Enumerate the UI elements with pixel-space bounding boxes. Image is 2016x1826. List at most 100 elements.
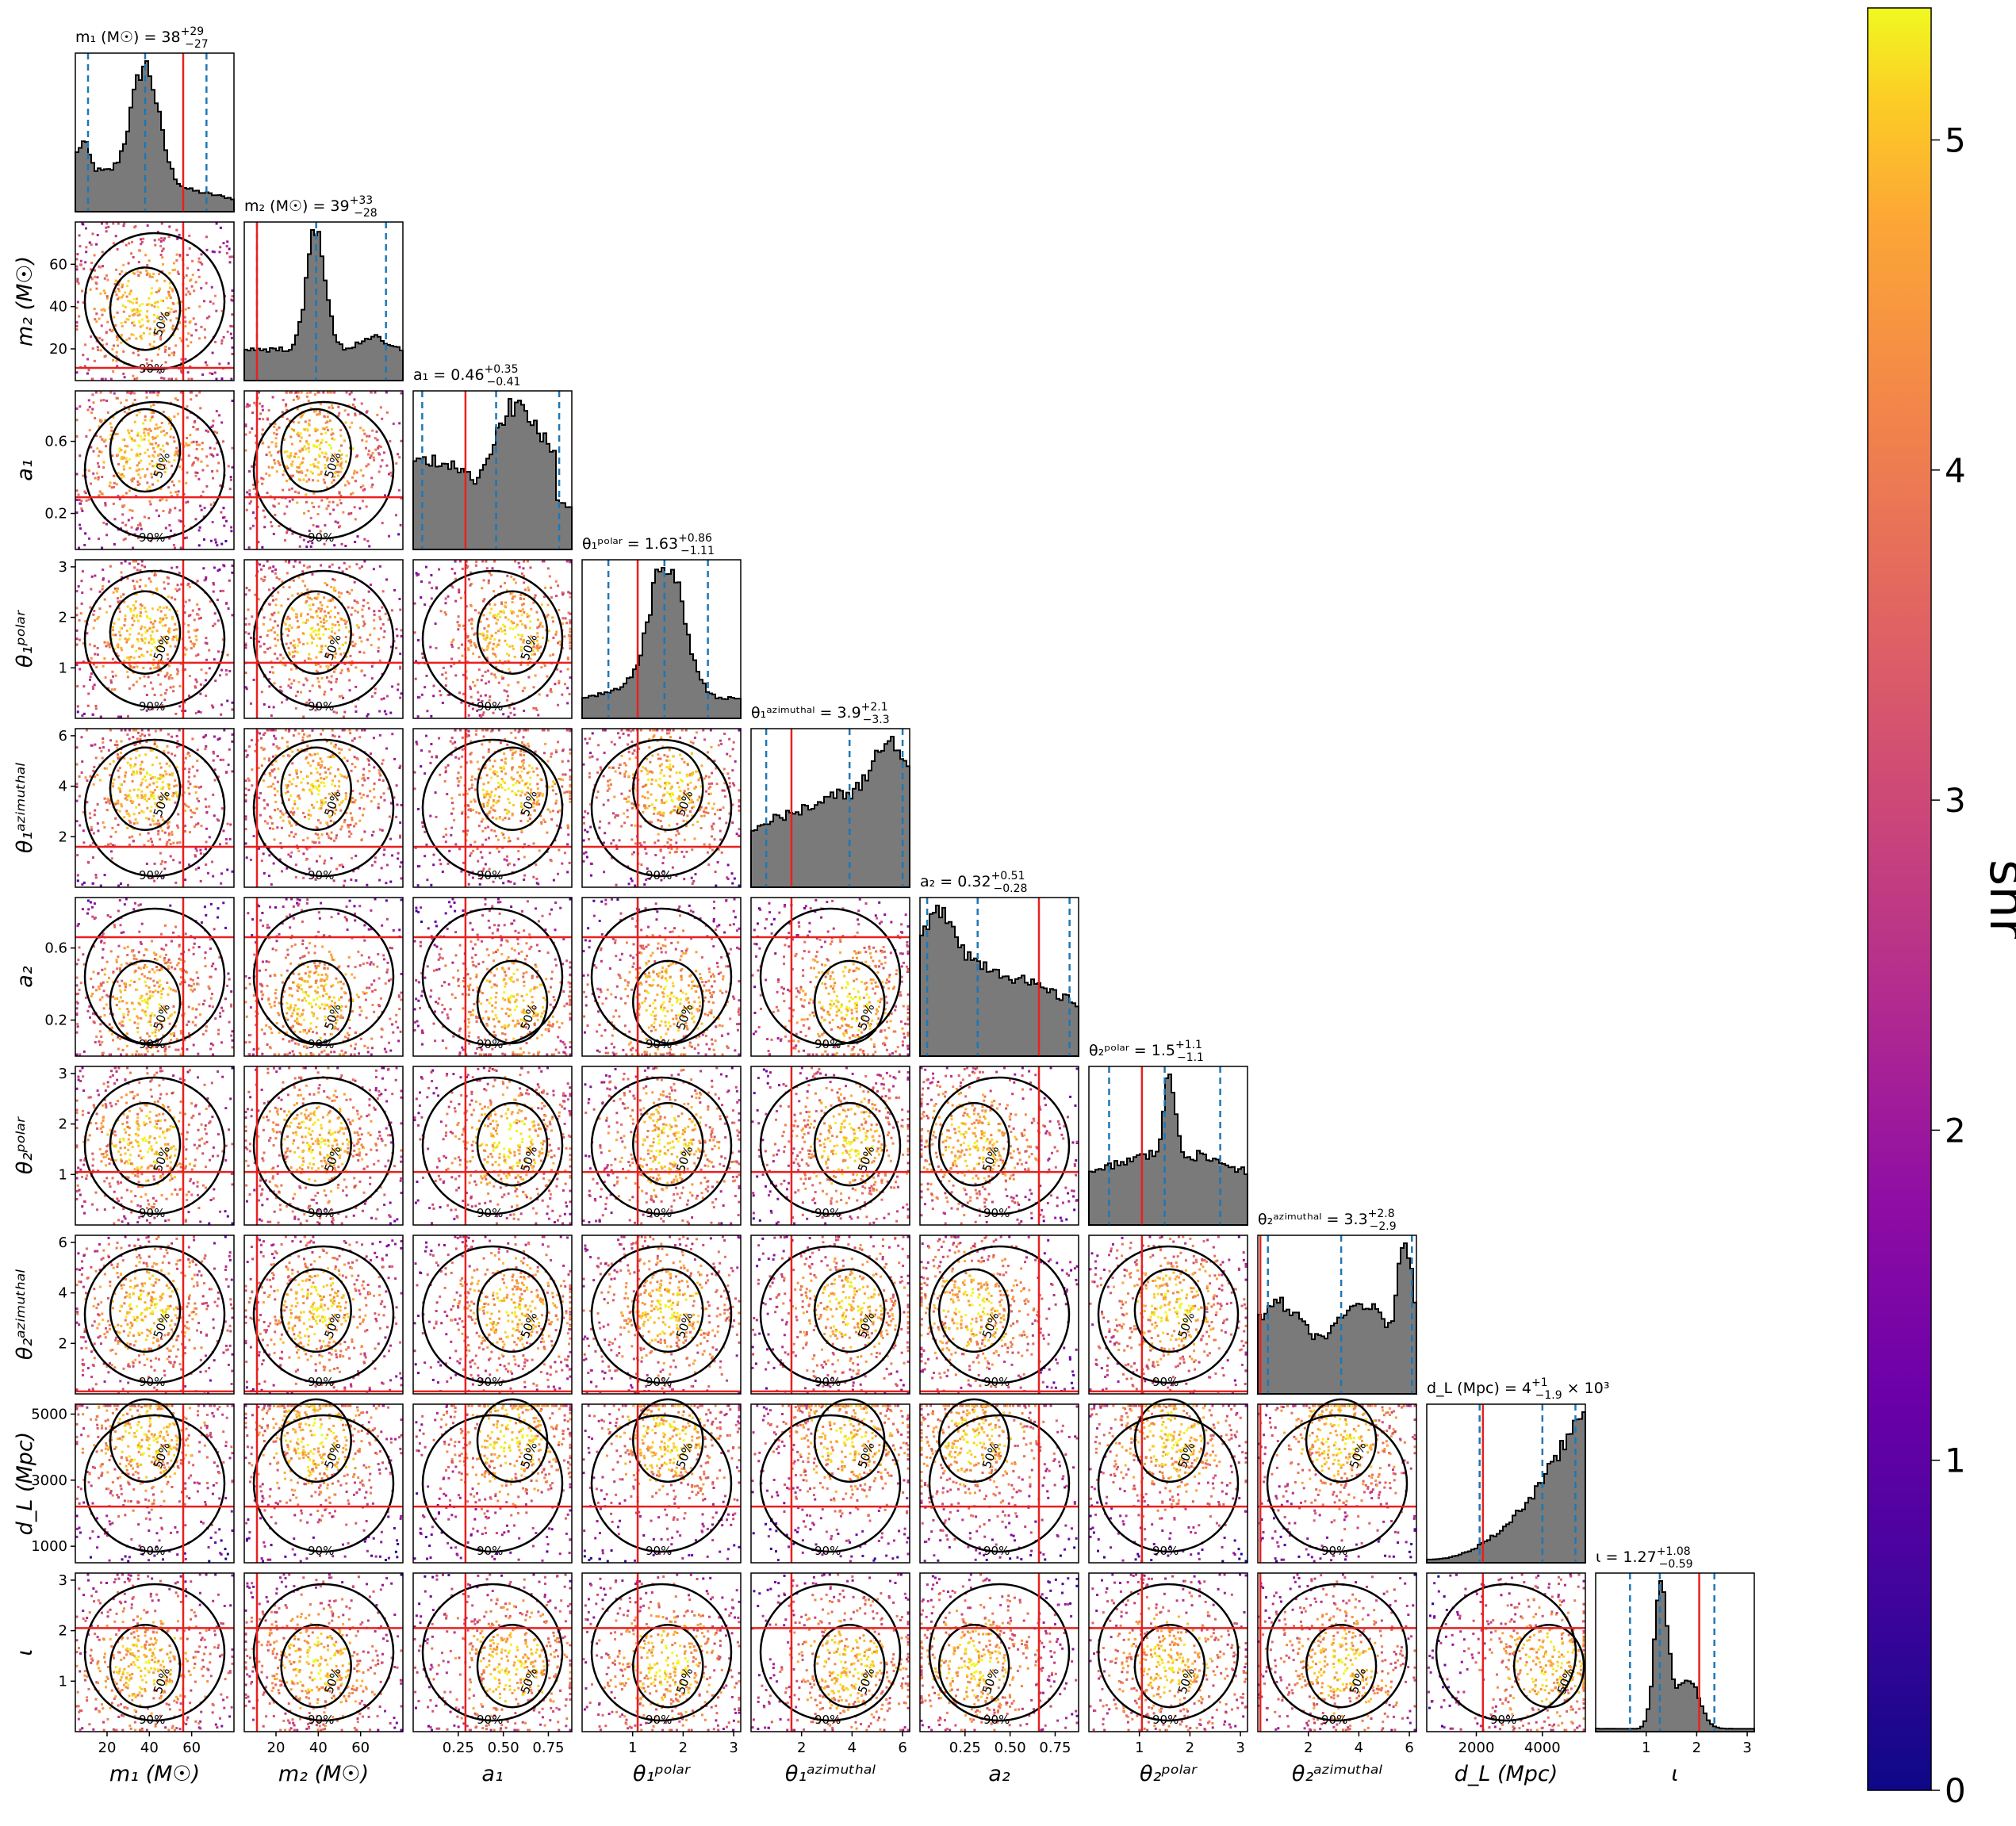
panel-frame [1426,1403,1586,1564]
y-tick-label: 3 [59,1572,67,1589]
panel-title: m₁ (M☉) = 38+29 −27 [75,25,209,51]
scatter-panel-m2-a1: 50%90% [243,390,404,550]
contour-90 [1097,1583,1240,1722]
colorbar-bar [1867,7,1932,1791]
x-tick-label: 2000 [1458,1740,1495,1756]
contour-label-90: 90% [646,1375,672,1389]
contour-50 [109,959,182,1045]
y-axis-label: θ₂ᵖᵒˡᵃʳ [13,1116,37,1174]
contour-90 [252,1583,395,1722]
panel-frame [1088,1572,1248,1732]
panel-frame [750,897,910,1057]
contour-50 [476,1101,549,1187]
histogram-panel-theta2p: θ₂ᵖᵒˡᵃʳ = 1.5+1.1 −1.1 [1088,1039,1248,1226]
scatter-panel-a1-a2: 50%90% [412,897,573,1057]
scatter-points [75,222,234,381]
scatter-panel-theta1p-theta2p: 50% 90% [581,1066,742,1226]
contour-50 [1305,1623,1378,1709]
x-axis-label: θ₂ᵖᵒˡᵃʳ [1140,1762,1198,1786]
scatter-panel-m2-dL: 50% 90% [243,1398,404,1564]
panel-frame [919,897,1079,1057]
panel-frame [581,1066,742,1226]
contour-90 [83,1583,226,1722]
contour-label-90: 90% [814,1713,841,1727]
contour-50 [632,1268,704,1353]
scatter-points [751,1573,910,1732]
scatter-points [751,1235,910,1394]
contour-90 [590,1583,733,1722]
scatter-panel-theta1p-dL: 50% 90% [581,1398,742,1564]
scatter-points [1427,1573,1585,1732]
contour-90 [83,1414,226,1553]
panel-frame [412,1403,573,1564]
contour-90 [928,1076,1071,1215]
panel-frame [75,221,235,381]
contour-label-90: 90% [477,1713,503,1727]
histogram-panel-dL: d_L (Mpc) = 4+1 −1.9 × 10³ [1426,1376,1609,1564]
contour-label-90: 90% [983,1544,1010,1558]
contour-90 [83,1245,226,1384]
scatter-points [920,1066,1079,1225]
panel-frame [75,1403,235,1564]
y-tick-label: 0.2 [44,506,67,523]
scatter-panel-theta2p-dL: 50%90% [1088,1398,1248,1564]
x-axis-label: m₂ (M☉) [278,1762,369,1786]
panel-frame [243,390,404,550]
histogram-panel-a1: a₁ = 0.46+0.35 −0.41 [412,363,573,550]
contour-50 [476,959,549,1045]
x-tick-label: 20 [267,1740,286,1756]
y-tick-label: 1 [59,660,67,676]
contour-90 [590,907,733,1047]
scatter-points [582,1235,741,1394]
panel-frame [243,1066,404,1226]
histogram-panel-m1: m₁ (M☉) = 38+29 −27 [75,25,235,212]
contour-90 [590,1076,733,1215]
scatter-points [75,391,234,549]
contour-label-50: 50% [322,1441,344,1470]
contour-label-90: 90% [1152,1713,1179,1727]
contour-90 [421,1076,564,1215]
contour-50 [476,1623,549,1709]
contour-50 [280,590,352,675]
scatter-panel-m2-a2: 50%90% [243,897,404,1057]
contour-90 [83,400,226,540]
contour-50 [280,1268,352,1353]
y-tick-label: 2 [59,1335,67,1352]
colorbar-tick-label: 5 [1945,121,1966,160]
histogram-bars [1426,1411,1586,1564]
contour-90 [759,1583,902,1722]
contour-label-90: 90% [1152,1375,1179,1389]
contour-90 [252,1076,395,1215]
contour-label-90: 90% [1321,1713,1347,1727]
scatter-points [75,898,234,1056]
contour-label-90: 90% [477,1206,503,1220]
contour-label-90: 90% [139,868,165,882]
colorbar-tick-label: 4 [1945,451,1966,490]
contour-50 [937,1623,1010,1709]
y-axis-label: θ₂ᵃᶻⁱᵐᵘᵗʰᵃˡ [13,1269,37,1360]
colorbar-tick-label: 0 [1945,1771,1966,1810]
contour-50 [1133,1398,1206,1483]
contour-label-90: 90% [308,868,334,882]
contour-label-90: 90% [983,1206,1010,1220]
y-tick-label: 4 [59,779,67,795]
contour-50 [937,1101,1010,1187]
contour-50 [476,746,549,832]
contour-90 [83,907,226,1047]
scatter-points [413,729,572,887]
panel-frame [919,1235,1079,1395]
panel-frame [581,1403,742,1564]
contour-90 [590,1245,733,1384]
histogram-bars [581,567,742,719]
contour-label-90: 90% [139,1713,165,1727]
scatter-points [244,1235,403,1394]
contour-50 [1133,1623,1206,1709]
panel-title: d_L (Mpc) = 4+1 −1.9 × 10³ [1427,1376,1609,1402]
x-axis-label: d_L (Mpc) [1455,1762,1558,1786]
